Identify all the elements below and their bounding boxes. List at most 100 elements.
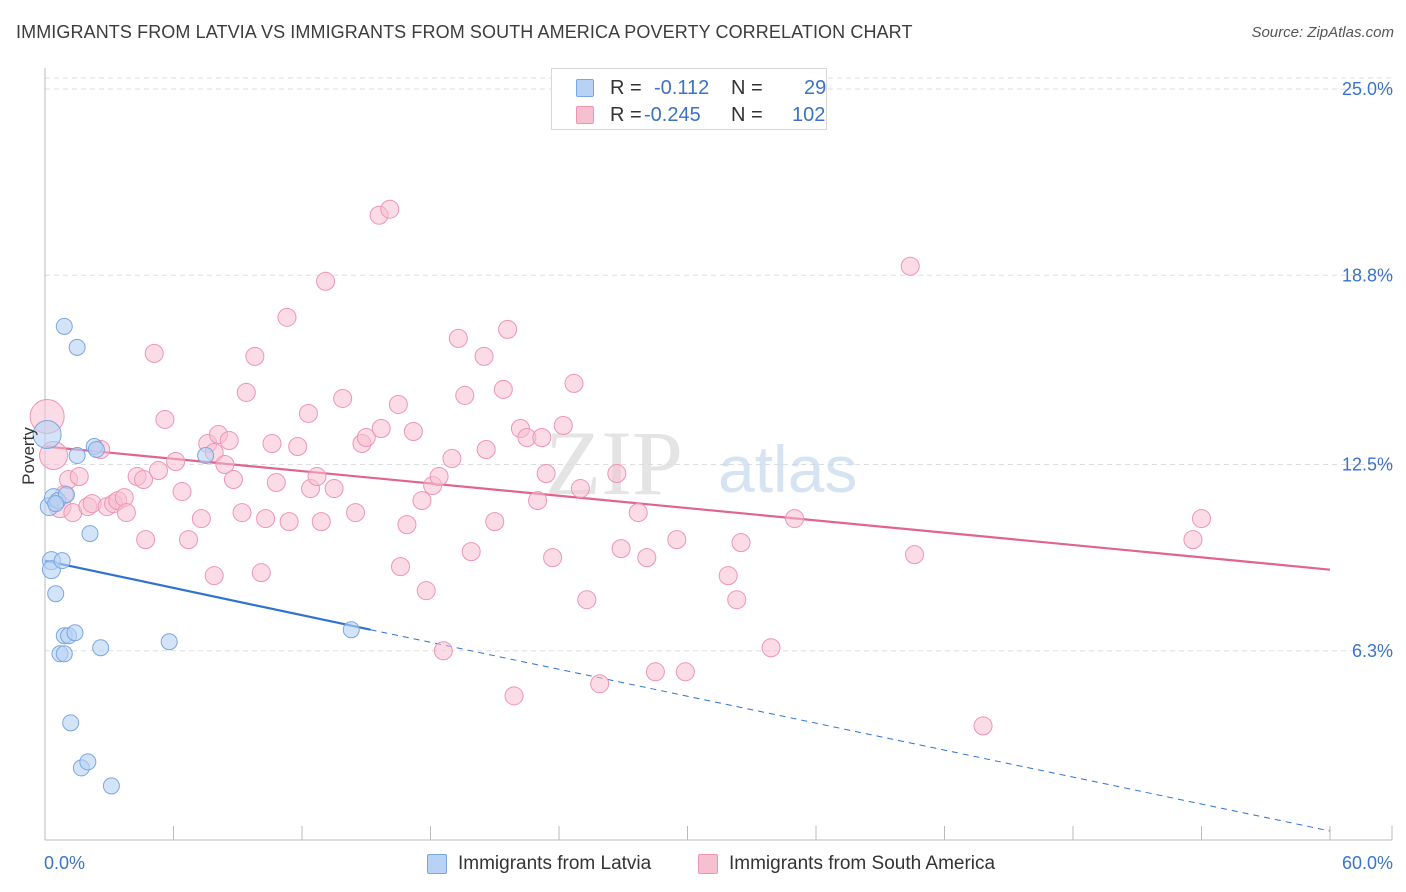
data-point-south-america bbox=[455, 385, 475, 405]
data-point-latvia bbox=[62, 714, 80, 732]
data-point-south-america bbox=[245, 346, 265, 366]
data-point-south-america bbox=[718, 566, 738, 586]
data-point-south-america bbox=[590, 674, 610, 694]
data-point-south-america bbox=[236, 382, 256, 402]
data-point-latvia bbox=[81, 525, 99, 543]
data-point-south-america bbox=[611, 539, 631, 559]
data-point-latvia bbox=[197, 447, 215, 465]
data-point-south-america bbox=[564, 373, 584, 393]
data-point-south-america bbox=[577, 590, 597, 610]
data-point-latvia bbox=[79, 753, 97, 771]
bottom-legend-swatch-south-america bbox=[698, 854, 718, 874]
data-point-south-america bbox=[476, 440, 496, 460]
data-point-south-america bbox=[433, 641, 453, 661]
data-point-south-america bbox=[288, 437, 308, 457]
data-point-south-america bbox=[279, 512, 299, 532]
data-point-south-america bbox=[346, 503, 366, 523]
data-point-south-america bbox=[172, 482, 192, 502]
legend-r-label: R = bbox=[610, 104, 642, 126]
trend-line-south-america bbox=[44, 445, 1331, 571]
data-point-south-america bbox=[256, 509, 276, 529]
data-point-south-america bbox=[391, 557, 411, 577]
data-point-south-america bbox=[371, 418, 391, 438]
data-point-south-america bbox=[442, 449, 462, 469]
data-point-south-america bbox=[116, 503, 136, 523]
y-axis-label: Poverty bbox=[19, 427, 38, 485]
legend-n-value: 102 bbox=[792, 104, 826, 126]
data-point-latvia bbox=[55, 645, 73, 663]
data-point-latvia bbox=[53, 552, 71, 570]
legend-r-value: -0.112 bbox=[654, 77, 710, 99]
x-tick-label: 60.0% bbox=[1342, 853, 1393, 873]
data-point-south-america bbox=[461, 542, 481, 562]
data-point-south-america bbox=[223, 470, 243, 490]
data-point-latvia bbox=[87, 441, 105, 459]
legend-n-label: N = bbox=[731, 77, 763, 99]
data-point-south-america bbox=[1183, 530, 1203, 550]
data-point-south-america bbox=[311, 512, 331, 532]
legend-r-value: -0.245 bbox=[644, 104, 701, 126]
data-point-south-america bbox=[178, 530, 198, 550]
data-point-south-america bbox=[645, 662, 665, 682]
data-point-south-america bbox=[570, 479, 590, 499]
x-tick-label: 0.0% bbox=[44, 853, 85, 873]
data-point-south-america bbox=[727, 590, 747, 610]
data-point-south-america bbox=[905, 545, 925, 565]
data-point-south-america bbox=[298, 403, 318, 423]
data-point-south-america bbox=[448, 328, 468, 348]
data-point-latvia bbox=[102, 777, 120, 795]
series-latvia-points bbox=[32, 317, 360, 795]
bottom-legend-label-latvia: Immigrants from Latvia bbox=[458, 853, 652, 874]
y-tick-label: 12.5% bbox=[1342, 455, 1393, 475]
data-point-south-america bbox=[543, 548, 563, 568]
data-point-south-america bbox=[532, 427, 552, 447]
data-point-south-america bbox=[900, 256, 920, 276]
y-tick-label: 18.8% bbox=[1342, 265, 1393, 285]
data-point-south-america bbox=[324, 479, 344, 499]
data-point-latvia bbox=[55, 317, 73, 335]
bottom-legend-label-south-america: Immigrants from South America bbox=[729, 853, 996, 874]
data-point-latvia bbox=[92, 639, 110, 657]
data-point-south-america bbox=[266, 473, 286, 493]
data-point-south-america bbox=[191, 509, 211, 529]
data-point-south-america bbox=[403, 421, 423, 441]
data-point-south-america bbox=[397, 515, 417, 535]
data-point-south-america bbox=[416, 581, 436, 601]
data-point-south-america bbox=[136, 530, 156, 550]
data-point-south-america bbox=[149, 461, 169, 481]
data-point-south-america bbox=[277, 307, 297, 327]
data-point-south-america bbox=[474, 346, 494, 366]
data-point-south-america bbox=[251, 563, 271, 583]
data-point-south-america bbox=[215, 455, 235, 475]
data-point-south-america bbox=[973, 716, 993, 736]
legend-n-value: 29 bbox=[804, 77, 827, 99]
correlation-legend: R = -0.112 N = 29 R = -0.245 N = 102 bbox=[551, 68, 827, 130]
data-point-south-america bbox=[536, 464, 556, 484]
data-point-latvia bbox=[68, 338, 86, 356]
data-point-south-america bbox=[166, 452, 186, 472]
data-point-south-america bbox=[553, 415, 573, 435]
data-point-south-america bbox=[498, 319, 518, 339]
series-south-america-points bbox=[29, 199, 1211, 736]
data-point-south-america bbox=[607, 464, 627, 484]
legend-n-label: N = bbox=[731, 104, 763, 126]
data-point-south-america bbox=[388, 394, 408, 414]
data-point-south-america bbox=[232, 503, 252, 523]
data-point-south-america bbox=[412, 491, 432, 511]
legend-swatch-south-america bbox=[576, 106, 594, 124]
data-point-south-america bbox=[316, 271, 336, 291]
chart-title: IMMIGRANTS FROM LATVIA VS IMMIGRANTS FRO… bbox=[16, 22, 913, 42]
y-tick-label: 6.3% bbox=[1352, 641, 1393, 661]
y-tick-label: 25.0% bbox=[1342, 79, 1393, 99]
data-point-latvia bbox=[47, 495, 65, 513]
data-point-south-america bbox=[219, 430, 239, 450]
watermark-atlas: atlas bbox=[718, 432, 857, 506]
data-point-latvia bbox=[342, 621, 360, 639]
data-point-south-america bbox=[356, 427, 376, 447]
legend-r-label: R = bbox=[610, 77, 642, 99]
data-point-south-america bbox=[628, 503, 648, 523]
data-point-latvia bbox=[66, 624, 84, 642]
data-point-latvia bbox=[160, 633, 178, 651]
data-point-latvia bbox=[47, 585, 65, 603]
